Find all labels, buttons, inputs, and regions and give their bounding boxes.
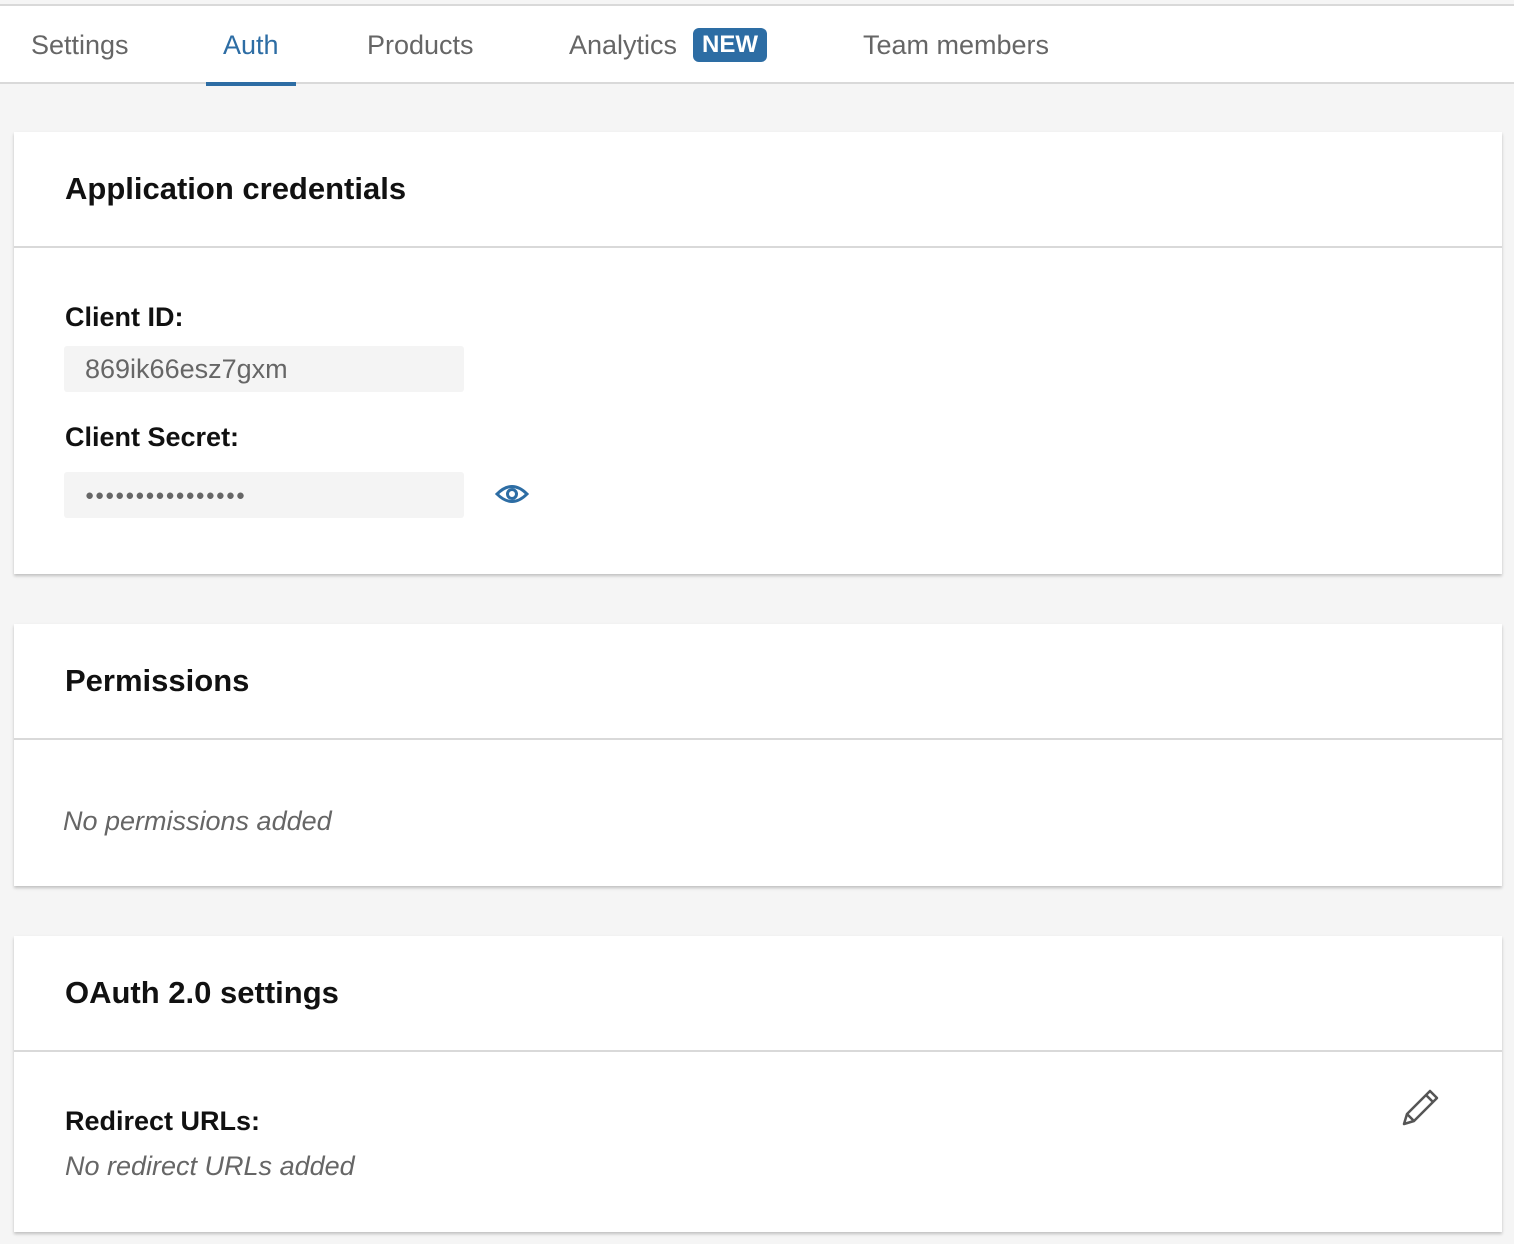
tab-products[interactable]: Products — [367, 6, 474, 84]
tab-label: Settings — [31, 29, 129, 60]
client-id-field[interactable]: 869ik66esz7gxm — [64, 346, 464, 392]
client-id-label: Client ID: — [65, 302, 184, 332]
card-title: Permissions — [14, 624, 1502, 740]
no-permissions-text: No permissions added — [63, 806, 332, 836]
card-title: Application credentials — [14, 132, 1502, 248]
permissions-card: Permissions No permissions added — [14, 624, 1502, 886]
tab-label: Analytics — [569, 29, 678, 60]
tab-team-members[interactable]: Team members — [863, 6, 1049, 84]
client-secret-value: ●●●●●●●●●●●●●●●● — [85, 486, 246, 504]
eye-icon[interactable] — [494, 479, 530, 514]
tab-label: Auth — [223, 29, 279, 60]
top-divider — [0, 4, 1514, 6]
client-secret-label: Client Secret: — [65, 422, 240, 452]
tab-auth[interactable]: Auth — [206, 6, 295, 86]
client-id-value: 869ik66esz7gxm — [85, 353, 288, 384]
application-credentials-card: Application credentials Client ID: 869ik… — [14, 132, 1502, 574]
tab-settings[interactable]: Settings — [31, 6, 129, 84]
new-badge: NEW — [693, 28, 768, 62]
tab-bar: Settings Auth Products Analytics NEW Team… — [0, 6, 1514, 86]
client-secret-field[interactable]: ●●●●●●●●●●●●●●●● — [64, 472, 464, 518]
card-title: OAuth 2.0 settings — [14, 936, 1502, 1052]
pencil-icon[interactable] — [1398, 1086, 1442, 1135]
tab-analytics[interactable]: Analytics NEW — [569, 6, 768, 84]
tab-label: Team members — [863, 29, 1050, 60]
oauth-settings-card: OAuth 2.0 settings Redirect URLs: No red… — [14, 936, 1502, 1232]
tab-label: Products — [367, 29, 474, 60]
redirect-urls-label: Redirect URLs: — [65, 1106, 261, 1136]
no-redirect-urls-text: No redirect URLs added — [65, 1151, 355, 1181]
